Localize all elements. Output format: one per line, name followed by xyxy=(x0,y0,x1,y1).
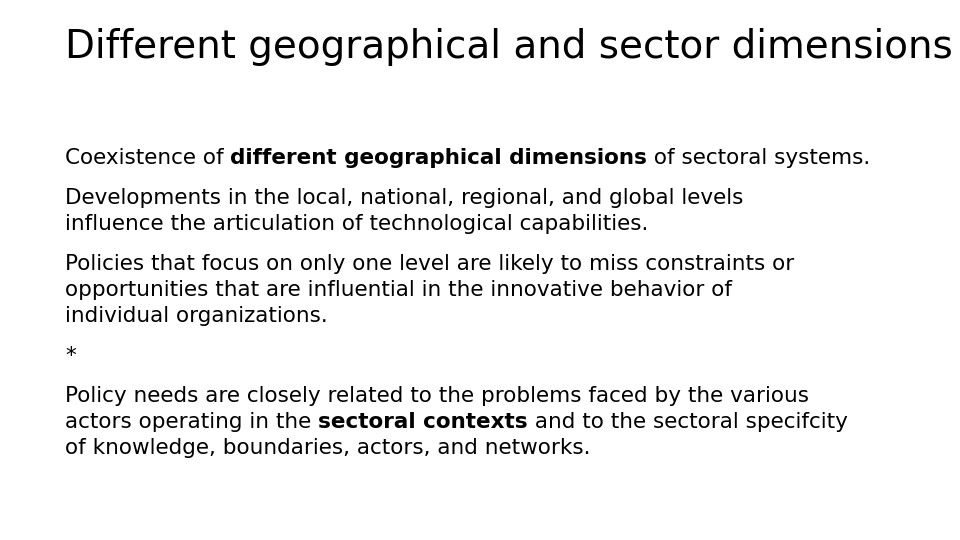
Text: Developments in the local, national, regional, and global levels: Developments in the local, national, reg… xyxy=(65,188,743,208)
Text: Coexistence of: Coexistence of xyxy=(65,148,230,168)
Text: Policy needs are closely related to the problems faced by the various: Policy needs are closely related to the … xyxy=(65,386,809,406)
Text: and to the sectoral specifcity: and to the sectoral specifcity xyxy=(528,412,848,432)
Text: influence the articulation of technological capabilities.: influence the articulation of technologi… xyxy=(65,214,648,234)
Text: Policies that focus on only one level are likely to miss constraints or: Policies that focus on only one level ar… xyxy=(65,254,794,274)
Text: of knowledge, boundaries, actors, and networks.: of knowledge, boundaries, actors, and ne… xyxy=(65,438,590,458)
Text: of sectoral systems.: of sectoral systems. xyxy=(647,148,871,168)
Text: individual organizations.: individual organizations. xyxy=(65,306,327,326)
Text: *: * xyxy=(65,346,76,366)
Text: Different geographical and sector dimensions: Different geographical and sector dimens… xyxy=(65,28,952,66)
Text: sectoral contexts: sectoral contexts xyxy=(318,412,528,432)
Text: different geographical dimensions: different geographical dimensions xyxy=(230,148,647,168)
Text: actors operating in the: actors operating in the xyxy=(65,412,318,432)
Text: opportunities that are influential in the innovative behavior of: opportunities that are influential in th… xyxy=(65,280,732,300)
